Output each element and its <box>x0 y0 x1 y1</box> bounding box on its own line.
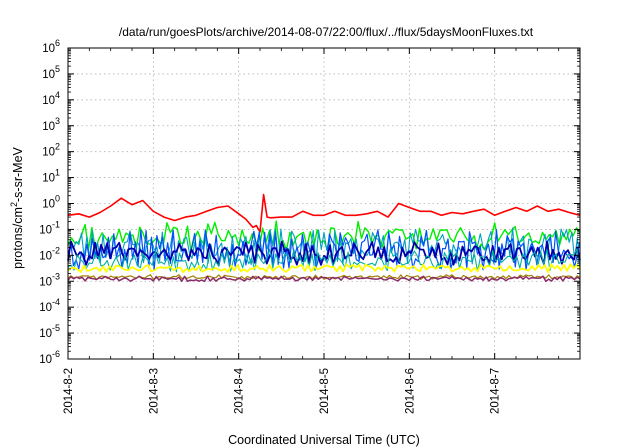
y-tick-exponent: -6 <box>52 349 60 359</box>
y-tick-base: 10 <box>39 328 52 340</box>
y-tick-label: 10-2 <box>39 245 60 262</box>
x-axis: 2014-8-2 2014-8-3 2014-8-4 2014-8-5 2014-8-6… <box>63 48 560 414</box>
y-tick-base: 10 <box>42 43 55 55</box>
y-tick-label: 106 <box>42 38 60 55</box>
y-axis: 10-610-510-410-310-210-11001011021031041… <box>39 38 580 366</box>
x-axis-title: Coordinated Universal Time (UTC) <box>228 433 420 447</box>
y-tick-base: 10 <box>42 121 55 133</box>
y-tick-exponent: -2 <box>52 245 60 255</box>
y-tick-label: 10-4 <box>39 297 60 314</box>
y-tick-exponent: 5 <box>55 64 60 74</box>
y-tick-exponent: 4 <box>55 90 60 100</box>
x-tick-label: 2014-8-2 <box>63 368 75 414</box>
x-tick-label: 2014-8-5 <box>319 368 331 414</box>
x-tick-label: 2014-8-6 <box>404 368 416 414</box>
series-layer <box>67 193 581 283</box>
y-tick-base: 10 <box>39 224 52 236</box>
y-tick-label: 10-5 <box>39 323 60 340</box>
series-line-1 <box>67 193 581 233</box>
y-tick-label: 104 <box>42 90 60 107</box>
y-tick-exponent: -4 <box>52 297 60 307</box>
y-tick-exponent: -1 <box>52 219 60 229</box>
y-tick-base: 10 <box>42 95 55 107</box>
series-line-9 <box>67 275 581 283</box>
x-tick-label: 2014-8-3 <box>148 368 160 414</box>
y-tick-exponent: 2 <box>55 142 60 152</box>
y-tick-base: 10 <box>42 199 55 211</box>
series-line-6 <box>67 248 581 273</box>
y-tick-base: 10 <box>39 276 52 288</box>
y-tick-base: 10 <box>39 302 52 314</box>
y-tick-exponent: -3 <box>52 271 60 281</box>
y-tick-base: 10 <box>39 250 52 262</box>
y-tick-label: 101 <box>42 168 60 185</box>
y-tick-exponent: 6 <box>55 38 60 48</box>
y-tick-exponent: -5 <box>52 323 60 333</box>
y-tick-label: 102 <box>42 142 60 159</box>
y-axis-title: protons/cm2-s-sr-MeV <box>9 146 25 268</box>
y-tick-base: 10 <box>39 354 52 366</box>
y-tick-label: 10-6 <box>39 349 60 366</box>
series-line-2 <box>67 220 581 252</box>
x-tick-label: 2014-8-7 <box>490 368 502 414</box>
y-tick-label: 100 <box>42 194 60 211</box>
y-tick-base: 10 <box>42 69 55 81</box>
y-tick-label: 10-1 <box>39 219 60 236</box>
y-tick-label: 103 <box>42 116 60 133</box>
y-axis-title-main: protons/cm <box>11 207 25 269</box>
chart-title: /data/run/goesPlots/archive/2014-08-07/2… <box>119 25 534 39</box>
y-tick-base: 10 <box>42 147 55 159</box>
y-tick-label: 10-3 <box>39 271 60 288</box>
y-tick-exponent: 1 <box>55 168 60 178</box>
y-tick-exponent: 0 <box>55 194 60 204</box>
y-tick-label: 105 <box>42 64 60 81</box>
y-axis-title-rest: -s-sr-MeV <box>11 146 25 202</box>
x-tick-label: 2014-8-4 <box>234 367 246 414</box>
series-line-7 <box>67 263 581 274</box>
y-axis-title-sup: 2 <box>9 202 19 207</box>
y-tick-exponent: 3 <box>55 116 60 126</box>
y-tick-base: 10 <box>42 173 55 185</box>
